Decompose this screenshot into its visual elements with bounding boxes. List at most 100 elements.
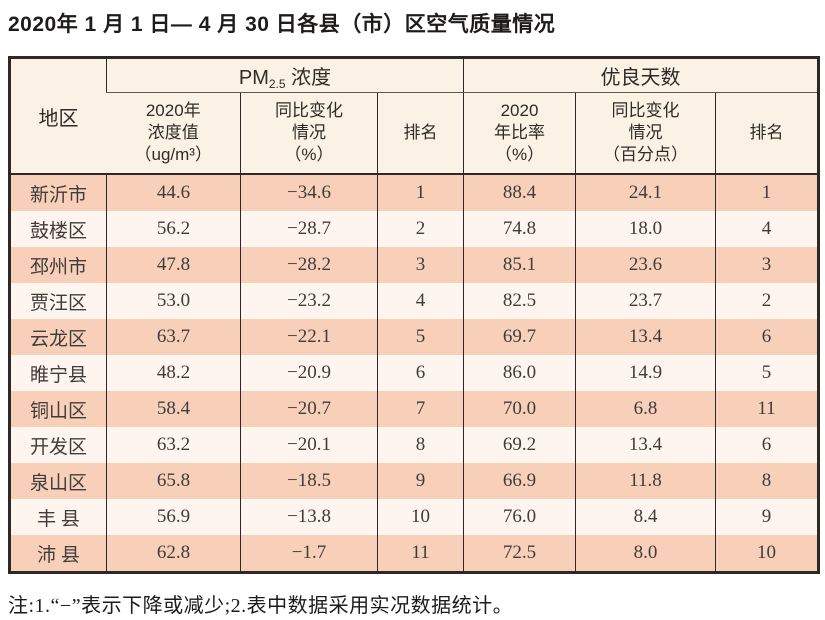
cell-pm-rank: 7	[376, 391, 464, 428]
cell-good-change: 6.8	[575, 391, 716, 428]
cell-good-rank: 2	[715, 283, 819, 320]
cell-good-change: 23.6	[575, 247, 716, 284]
cell-pm-value: 48.2	[106, 355, 241, 392]
cell-good-rate: 88.4	[463, 174, 576, 212]
cell-good-rank: 3	[715, 247, 819, 284]
cell-pm-change: −28.2	[240, 247, 378, 284]
cell-region: 丰 县	[37, 508, 80, 530]
cell-region: 新沂市	[29, 184, 87, 206]
cell-pm-rank: 2	[376, 211, 464, 248]
table-row: 邳州市 47.8 −28.2 3 85.1 23.6 3	[9, 247, 819, 284]
cell-good-rate: 86.0	[463, 355, 576, 392]
cell-region: 贾汪区	[29, 292, 87, 314]
cell-pm-rank: 4	[376, 283, 464, 320]
page-title: 2020年 1 月 1 日— 4 月 30 日各县（市）区空气质量情况	[8, 13, 556, 36]
cell-pm-value: 65.8	[106, 463, 241, 500]
cell-good-rate: 72.5	[463, 535, 576, 573]
cell-pm-change: −20.7	[240, 391, 378, 428]
cell-pm-change: −20.1	[240, 427, 378, 464]
header-region: 地区	[9, 57, 107, 176]
cell-good-change: 24.1	[575, 174, 716, 212]
cell-pm-rank: 6	[376, 355, 464, 392]
cell-good-rate: 69.7	[463, 319, 576, 356]
cell-good-change: 8.0	[575, 535, 716, 573]
cell-pm-change: −1.7	[240, 535, 378, 573]
cell-good-change: 8.4	[575, 499, 716, 536]
cell-good-rank: 4	[715, 211, 819, 248]
table-body: 新沂市 44.6 −34.6 1 88.4 24.1 1 鼓楼区 56.2 −2…	[9, 174, 819, 573]
cell-good-rate: 76.0	[463, 499, 576, 536]
group-header-row: 地区 PM2.5 浓度 优良天数	[9, 57, 819, 176]
cell-pm-rank: 10	[376, 499, 464, 536]
cell-good-rank: 11	[715, 391, 819, 428]
table-row: 贾汪区 53.0 −23.2 4 82.5 23.7 2	[9, 283, 819, 320]
cell-region: 邳州市	[29, 256, 87, 278]
air-quality-table: 地区 PM2.5 浓度 优良天数 2020年 浓度值 （ug/m³） 同比变化 …	[8, 56, 821, 575]
cell-pm-value: 58.4	[106, 391, 241, 428]
cell-region: 沛 县	[37, 544, 80, 566]
table-row: 云龙区 63.7 −22.1 5 69.7 13.4 6	[9, 319, 819, 356]
cell-pm-value: 56.9	[106, 499, 241, 536]
cell-pm-rank: 1	[376, 174, 464, 212]
cell-good-rate: 70.0	[463, 391, 576, 428]
table-header: 地区 PM2.5 浓度 优良天数 2020年 浓度值 （ug/m³） 同比变化 …	[9, 57, 819, 176]
pm-label-prefix: PM	[238, 66, 269, 89]
table-row: 沛 县 62.8 −1.7 11 72.5 8.0 10	[9, 535, 819, 573]
header-good-rank: 排名	[715, 92, 819, 176]
cell-good-rank: 10	[715, 535, 819, 573]
cell-pm-change: −22.1	[240, 319, 378, 356]
cell-pm-change: −18.5	[240, 463, 378, 500]
table-row: 铜山区 58.4 −20.7 7 70.0 6.8 11	[9, 391, 819, 428]
cell-good-change: 13.4	[575, 427, 716, 464]
cell-good-rate: 85.1	[463, 247, 576, 284]
footnote: 注:1.“−”表示下降或减少;2.表中数据采用实况数据统计。	[8, 595, 514, 618]
cell-good-change: 18.0	[575, 211, 716, 248]
cell-good-rank: 1	[715, 174, 819, 212]
cell-good-rate: 66.9	[463, 463, 576, 500]
header-good-change: 同比变化 情况 （百分点）	[575, 92, 716, 176]
pm-label-suffix: 浓度	[285, 66, 332, 89]
cell-pm-value: 56.2	[106, 211, 241, 248]
cell-good-rate: 82.5	[463, 283, 576, 320]
header-pm-value: 2020年 浓度值 （ug/m³）	[106, 92, 241, 176]
header-group-pm25: PM2.5 浓度	[105, 57, 464, 94]
cell-pm-value: 47.8	[106, 247, 241, 284]
cell-pm-change: −23.2	[240, 283, 378, 320]
cell-good-rate: 69.2	[463, 427, 576, 464]
cell-pm-value: 63.2	[106, 427, 241, 464]
cell-region: 睢宁县	[29, 364, 87, 386]
cell-pm-value: 44.6	[106, 174, 241, 212]
cell-good-rate: 74.8	[463, 211, 576, 248]
cell-pm-rank: 5	[376, 319, 464, 356]
cell-pm-value: 53.0	[106, 283, 241, 320]
cell-pm-rank: 8	[376, 427, 464, 464]
cell-region: 鼓楼区	[29, 220, 87, 242]
cell-region: 云龙区	[29, 328, 87, 350]
cell-good-change: 11.8	[575, 463, 716, 500]
cell-pm-change: −28.7	[240, 211, 378, 248]
cell-pm-value: 62.8	[106, 535, 241, 573]
table-row: 鼓楼区 56.2 −28.7 2 74.8 18.0 4	[9, 211, 819, 248]
cell-good-rank: 6	[715, 427, 819, 464]
cell-pm-change: −20.9	[240, 355, 378, 392]
cell-region: 铜山区	[29, 400, 87, 422]
pm-label-subscript: 2.5	[268, 76, 286, 91]
cell-good-change: 14.9	[575, 355, 716, 392]
table-row: 丰 县 56.9 −13.8 10 76.0 8.4 9	[9, 499, 819, 536]
header-good-rate: 2020 年比率 （%）	[463, 92, 576, 176]
cell-pm-rank: 3	[376, 247, 464, 284]
table-row: 睢宁县 48.2 −20.9 6 86.0 14.9 5	[9, 355, 819, 392]
header-pm-change: 同比变化 情况 （%）	[240, 92, 378, 176]
cell-pm-rank: 9	[376, 463, 464, 500]
table-row: 开发区 63.2 −20.1 8 69.2 13.4 6	[9, 427, 819, 464]
cell-good-change: 23.7	[575, 283, 716, 320]
cell-good-rank: 6	[715, 319, 819, 356]
cell-good-rank: 9	[715, 499, 819, 536]
cell-region: 开发区	[29, 436, 87, 458]
header-group-good-days: 优良天数	[463, 57, 819, 94]
cell-good-rank: 5	[715, 355, 819, 392]
cell-good-rank: 8	[715, 463, 819, 500]
cell-pm-rank: 11	[376, 535, 464, 573]
cell-pm-change: −13.8	[240, 499, 378, 536]
